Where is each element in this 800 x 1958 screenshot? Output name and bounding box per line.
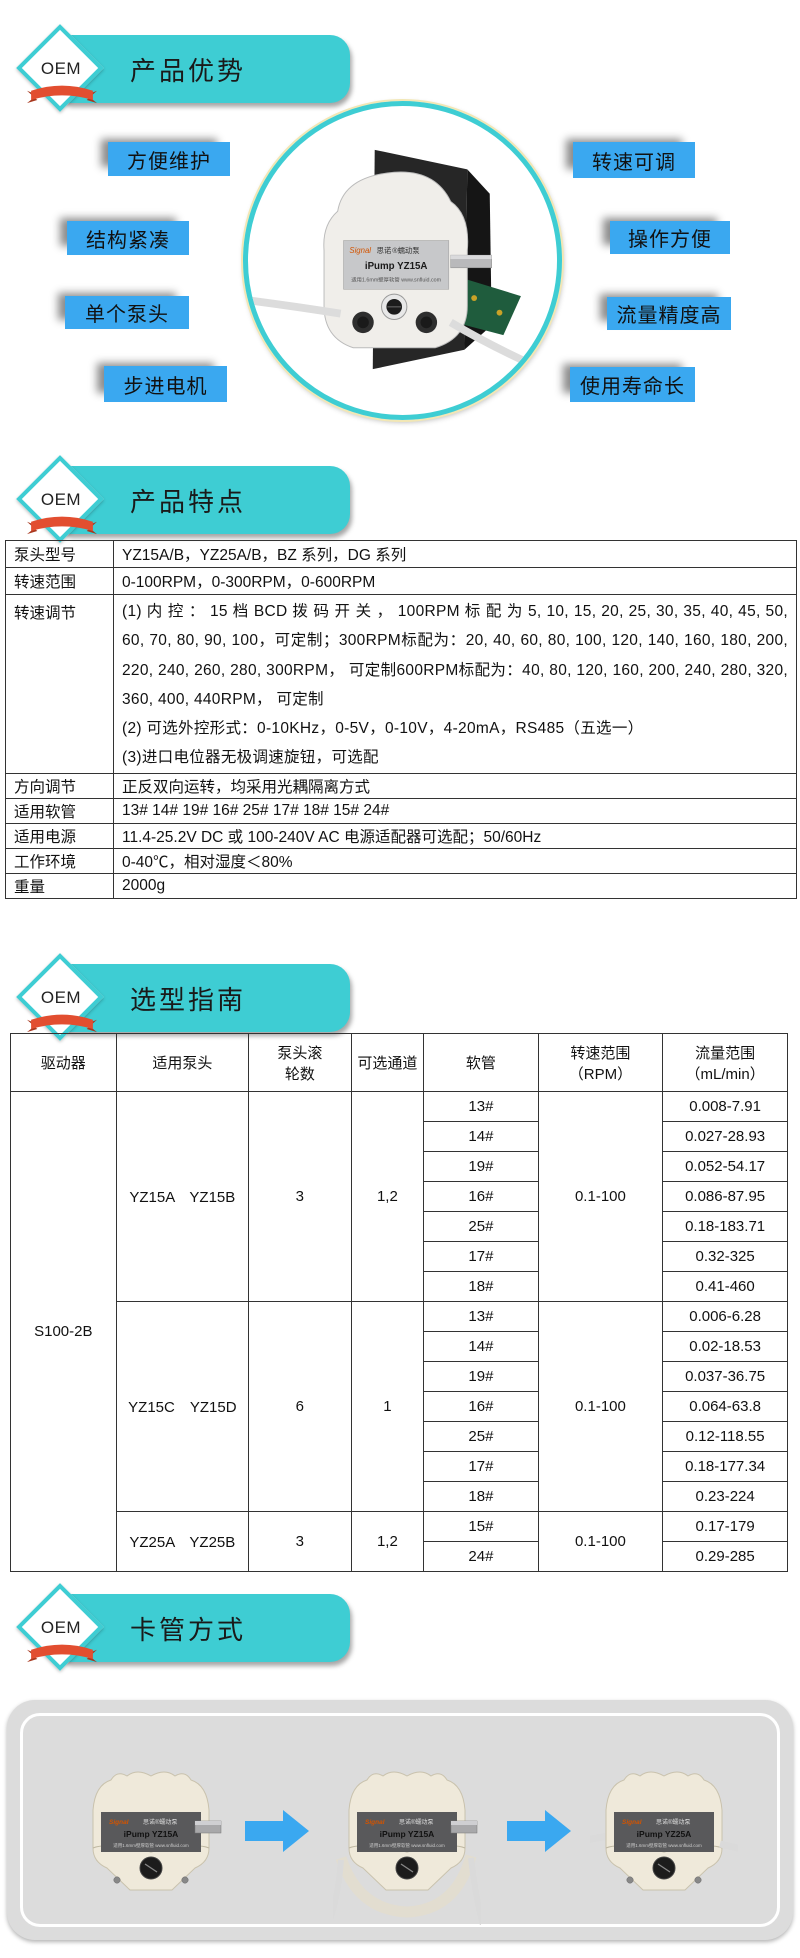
svg-text:思诺: 思诺 [377, 246, 392, 255]
svg-text:适用1.6mm壁厚软管 www.snfluid.com: 适用1.6mm壁厚软管 www.snfluid.com [626, 1842, 702, 1849]
svg-text:适用1.6mm壁厚软管 www.snfluid.com: 适用1.6mm壁厚软管 www.snfluid.com [113, 1842, 189, 1849]
svg-text:iPump YZ25A: iPump YZ25A [637, 1829, 692, 1839]
svg-text:®蠕动泵: ®蠕动泵 [392, 246, 419, 255]
svg-text:思诺®蠕动泵: 思诺®蠕动泵 [656, 1818, 690, 1826]
svg-text:iPump YZ15A: iPump YZ15A [380, 1829, 435, 1839]
svg-text:Signal: Signal [349, 246, 371, 255]
svg-text:iPump YZ15A: iPump YZ15A [365, 261, 428, 272]
svg-text:思诺®蠕动泵: 思诺®蠕动泵 [143, 1818, 177, 1826]
svg-text:适用1.6mm壁厚软管 www.snfluid.com: 适用1.6mm壁厚软管 www.snfluid.com [351, 275, 441, 283]
svg-text:适用1.6mm壁厚软管 www.snfluid.com: 适用1.6mm壁厚软管 www.snfluid.com [369, 1842, 445, 1849]
svg-text:Signal: Signal [109, 1819, 129, 1826]
svg-text:Signal: Signal [365, 1819, 385, 1826]
svg-text:思诺®蠕动泵: 思诺®蠕动泵 [399, 1818, 433, 1826]
svg-text:Signal: Signal [622, 1819, 642, 1826]
svg-text:iPump YZ15A: iPump YZ15A [124, 1829, 179, 1839]
